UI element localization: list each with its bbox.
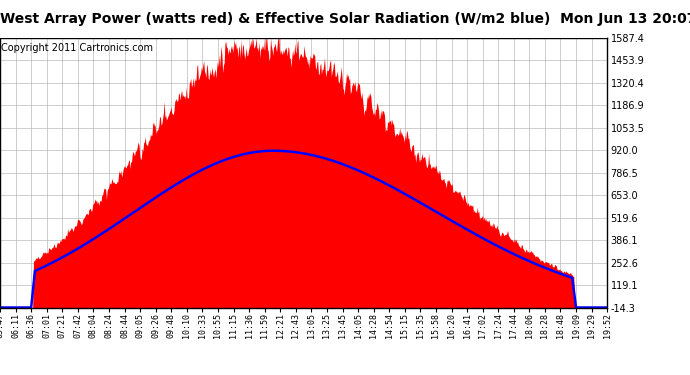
Text: Copyright 2011 Cartronics.com: Copyright 2011 Cartronics.com	[1, 43, 153, 53]
Text: West Array Power (watts red) & Effective Solar Radiation (W/m2 blue)  Mon Jun 13: West Array Power (watts red) & Effective…	[0, 12, 690, 26]
